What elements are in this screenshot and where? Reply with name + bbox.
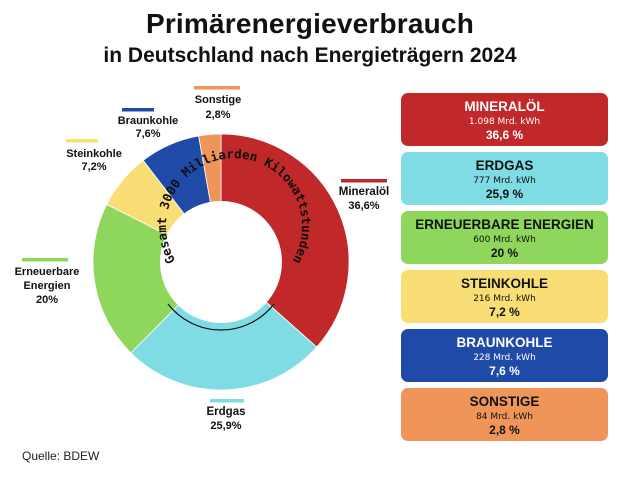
chart-title: Primärenergieverbrauch [145,8,475,39]
label-erdgas-pct: 25,9% [210,420,241,432]
label-erdgas-name: Erdgas [207,406,246,418]
label-bar-mineraloel [341,179,387,183]
card-erneuerbare-percent: 20 % [490,246,519,260]
donut-hole [160,201,282,323]
card-sonstige: SONSTIGE 84 Mrd. kWh 2,8 % [401,388,608,441]
label-erneuerbare-pct: 20% [36,294,58,306]
card-erdgas-amount: 777 Mrd. kWh [473,176,536,186]
source-note: Quelle: BDEW [22,449,100,463]
chart-subtitle: in Deutschland nach Energieträgern 2024 [103,44,517,67]
card-sonstige-amount: 84 Mrd. kWh [476,412,533,422]
label-bar-erneuerbare [22,258,68,262]
label-mineraloel-pct: 36,6% [348,200,379,212]
card-steinkohle-title: STEINKOHLE [460,276,548,291]
card-mineraloel-title: MINERALÖL [464,99,545,114]
label-erneuerbare-name-1: Erneuerbare [15,266,80,278]
card-erneuerbare-amount: 600 Mrd. kWh [473,235,536,245]
card-mineraloel: MINERALÖL 1.098 Mrd. kWh 36,6 % [401,93,608,146]
label-mineraloel-name: Mineralöl [339,186,389,198]
card-erdgas-title: ERDGAS [475,158,534,173]
card-erneuerbare-title: ERNEUERBARE ENERGIEN [415,217,594,232]
label-sonstige-pct: 2,8% [205,109,230,121]
card-braunkohle-title: BRAUNKOHLE [456,335,553,350]
card-erdgas: ERDGAS 777 Mrd. kWh 25,9 % [401,152,608,205]
card-erneuerbare: ERNEUERBARE ENERGIEN 600 Mrd. kWh 20 % [401,211,608,264]
label-sonstige-name: Sonstige [195,94,241,106]
label-braunkohle-name: Braunkohle [118,115,179,127]
card-braunkohle-percent: 7,6 % [489,364,520,378]
label-braunkohle-pct: 7,6% [135,128,160,140]
card-mineraloel-amount: 1.098 Mrd. kWh [468,117,541,127]
label-bar-braunkohle [122,108,154,112]
label-erneuerbare-name-2: Energien [23,280,70,292]
card-erdgas-percent: 25,9 % [485,187,524,201]
label-bar-steinkohle [66,139,98,143]
label-steinkohle-name: Steinkohle [66,148,122,160]
card-steinkohle-percent: 7,2 % [489,305,520,319]
slice-mineraloel [220,133,350,348]
card-steinkohle-amount: 216 Mrd. kWh [473,294,536,304]
card-braunkohle-amount: 228 Mrd. kWh [473,353,536,363]
card-braunkohle: BRAUNKOHLE 228 Mrd. kWh 7,6 % [401,329,608,382]
card-mineraloel-percent: 36,6 % [485,128,524,142]
card-sonstige-percent: 2,8 % [489,423,520,437]
card-sonstige-title: SONSTIGE [469,394,540,409]
label-bar-sonstige [194,86,240,90]
slice-erneuerbare [92,203,222,354]
label-steinkohle-pct: 7,2% [81,161,106,173]
center-arc-line [167,303,275,331]
card-steinkohle: STEINKOHLE 216 Mrd. kWh 7,2 % [401,270,608,323]
slice-erdgas [130,261,318,391]
label-bar-erdgas [210,399,244,403]
